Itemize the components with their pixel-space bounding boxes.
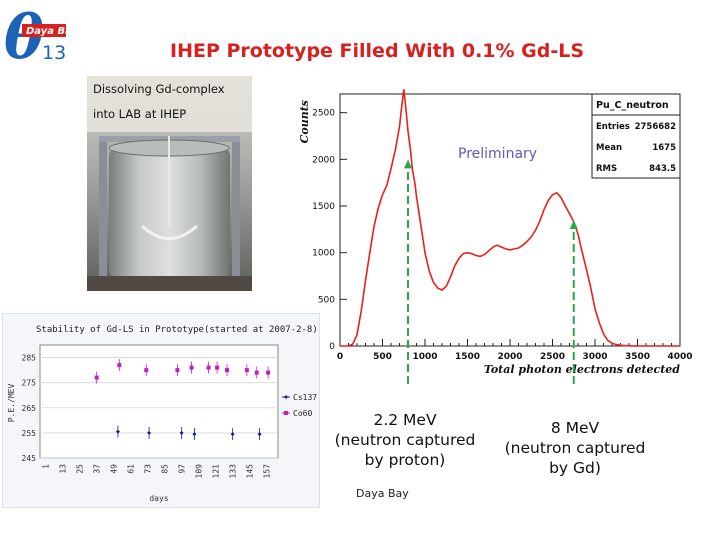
stability-x-tick: 121	[212, 464, 221, 479]
footer-label: Daya Bay	[356, 487, 409, 500]
y-tick-label: 1000	[312, 249, 335, 259]
stability-y-label: P.E./MEV	[7, 384, 16, 423]
stability-x-tick: 145	[246, 464, 255, 479]
cs137-point	[179, 430, 184, 435]
stats-box	[591, 93, 681, 179]
stability-y-tick: 265	[22, 404, 37, 413]
legend-label-cs137: Cs137	[293, 393, 317, 402]
annotation-8mev-line3: by Gd)	[549, 459, 601, 477]
stats-label-entries: Entries	[596, 122, 630, 132]
stats-label-rms: RMS	[596, 164, 617, 174]
photo-caption-line2: into LAB at IHEP	[93, 107, 187, 121]
page-title: IHEP Prototype Filled With 0.1% Gd-LS	[170, 40, 585, 62]
logo-brand-bar	[22, 24, 66, 37]
legend-label-co60: Co60	[293, 409, 312, 418]
y-tick-label: 0	[329, 342, 335, 352]
x-tick-label: 500	[373, 352, 392, 362]
x-tick-label: 0	[337, 352, 343, 362]
stability-x-tick: 73	[144, 464, 153, 474]
annotation-8mev: 8 MeV (neutron captured by Gd)	[498, 418, 652, 478]
co60-point	[117, 363, 122, 368]
annotation-2mev-line3: by proton)	[364, 451, 446, 469]
stability-x-tick: 1	[42, 464, 51, 469]
co60-point	[206, 365, 211, 370]
co60-point	[254, 370, 259, 375]
arrow-8mev-head	[569, 220, 578, 229]
y-tick-label: 500	[318, 295, 335, 305]
co60-point	[215, 365, 220, 370]
co60-point	[225, 368, 229, 373]
stability-y-tick: 285	[22, 354, 37, 363]
preliminary-watermark: Preliminary	[458, 146, 537, 162]
neutron-spectrum-chart: 0 500 1000 1500 2000 2500 3000 3500 4000 0 500 1000…	[298, 89, 693, 384]
annotation-2mev: 2.2 MeV (neutron captured by proton)	[328, 410, 482, 470]
cs137-point	[192, 432, 197, 437]
stability-x-tick: 157	[263, 464, 272, 479]
stability-y-tick: 245	[22, 454, 37, 463]
annotation-2mev-line2: (neutron captured	[334, 431, 476, 449]
stability-y-tick: 255	[22, 429, 37, 438]
stability-x-tick: 109	[195, 464, 204, 479]
stability-x-tick: 25	[76, 464, 85, 474]
stability-x-tick: 133	[229, 464, 238, 479]
stats-value-entries: 2756682	[635, 122, 676, 132]
x-tick-label: 2000	[497, 352, 522, 362]
spectrum-line	[340, 89, 680, 347]
x-tick-label: 1000	[412, 352, 437, 362]
co60-point	[175, 368, 180, 373]
logo-subscript: 13	[42, 42, 66, 64]
x-tick-label: 1500	[455, 352, 480, 362]
cs137-point	[257, 432, 262, 437]
stability-plot-frame	[39, 344, 279, 459]
co60-point	[244, 368, 249, 373]
x-tick-label: 2500	[540, 352, 565, 362]
stability-x-tick: 61	[127, 464, 136, 474]
cs137-point	[115, 429, 120, 434]
y-tick-label: 1500	[312, 202, 335, 212]
x-axis-label: Total photon electrons detected	[484, 363, 680, 376]
stats-label-mean: Mean	[596, 143, 622, 153]
stability-title: Stability of Gd-LS in Prototype(started …	[36, 325, 318, 335]
photo-caption-line1: Dissolving Gd-complex	[93, 82, 225, 96]
prototype-photo: Dissolving Gd-complex into LAB at IHEP	[87, 76, 252, 291]
prototype-photo-image	[87, 76, 252, 291]
stats-value-mean: 1675	[652, 143, 676, 153]
stability-x-tick: 85	[161, 464, 170, 474]
daya-bay-logo: θ Daya Bay 13	[4, 3, 79, 66]
stats-title: Pu_C_neutron	[596, 100, 669, 111]
co60-point	[94, 375, 99, 380]
co60-point	[266, 370, 271, 375]
annotation-8mev-line2: (neutron captured	[504, 439, 646, 457]
cs137-point	[147, 430, 152, 435]
x-tick-label: 3500	[625, 352, 650, 362]
co60-point	[144, 368, 149, 373]
stability-x-tick: 37	[93, 464, 102, 474]
stability-x-tick: 13	[59, 464, 68, 474]
logo-brand: Daya Bay	[26, 26, 79, 37]
y-tick-label: 2000	[312, 155, 335, 165]
stats-value-rms: 843.5	[649, 164, 676, 174]
cs137-point	[230, 432, 235, 437]
stability-x-tick: 97	[178, 464, 187, 474]
co60-point	[189, 365, 194, 370]
stability-x-label: days	[149, 494, 168, 503]
legend-symbol-cs137	[284, 395, 288, 399]
y-tick-label: 2500	[312, 109, 335, 119]
y-axis-label: Counts	[298, 100, 311, 143]
stability-x-tick: 49	[110, 464, 119, 474]
arrow-2mev-head	[404, 159, 412, 169]
stability-y-tick: 275	[22, 379, 37, 388]
legend-symbol-co60	[284, 411, 288, 415]
x-tick-label: 3000	[582, 352, 607, 362]
annotation-8mev-line1: 8 MeV	[550, 419, 600, 437]
annotation-2mev-line1: 2.2 MeV	[373, 411, 437, 429]
stability-chart: Stability of Gd-LS in Prototype(started …	[2, 313, 320, 508]
x-tick-label: 4000	[667, 352, 692, 362]
